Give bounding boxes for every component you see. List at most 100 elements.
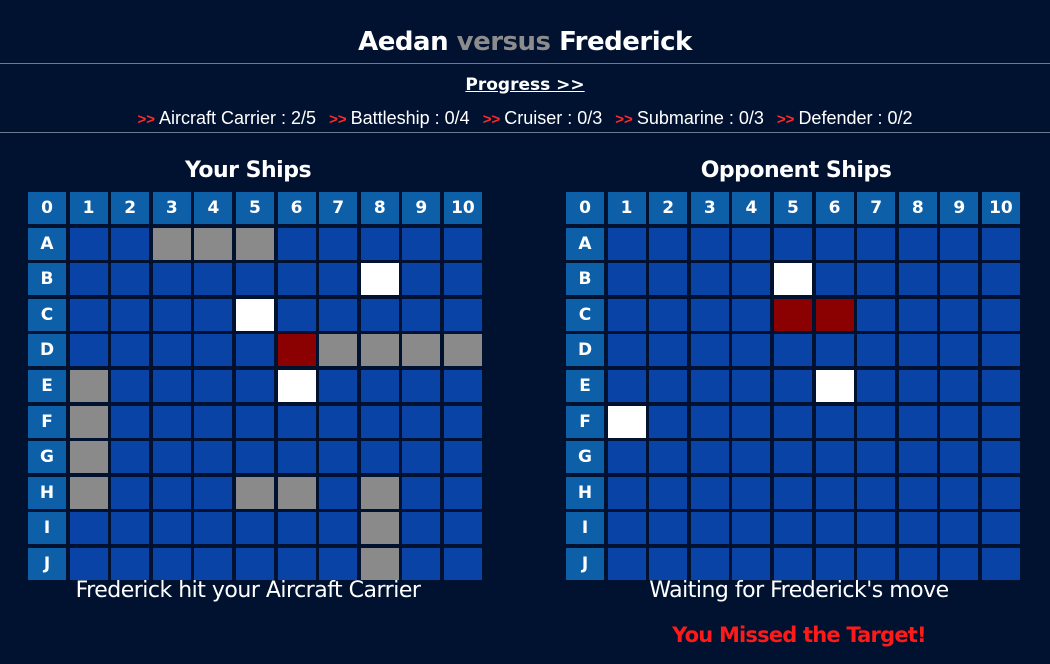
- opponent-grid-cell-e3-water[interactable]: [690, 369, 729, 402]
- opponent-grid-cell-b6-water[interactable]: [815, 263, 854, 296]
- opponent-grid-cell-j7-water[interactable]: [857, 547, 896, 580]
- opponent-grid-cell-b5-miss[interactable]: [773, 263, 812, 296]
- opponent-grid-cell-d2-water[interactable]: [649, 334, 688, 367]
- opponent-grid-cell-c5-hit[interactable]: [773, 298, 812, 331]
- opponent-grid-cell-i9-water[interactable]: [940, 512, 979, 545]
- opponent-grid-cell-j9-water[interactable]: [940, 547, 979, 580]
- opponent-grid-cell-a9-water[interactable]: [940, 227, 979, 260]
- opponent-grid-cell-a8-water[interactable]: [898, 227, 937, 260]
- opponent-grid-cell-j1-water[interactable]: [607, 547, 646, 580]
- opponent-grid-cell-h2-water[interactable]: [649, 476, 688, 509]
- opponent-grid-cell-c4-water[interactable]: [732, 298, 771, 331]
- opponent-grid-cell-g9-water[interactable]: [940, 441, 979, 474]
- opponent-grid-cell-f10-water[interactable]: [981, 405, 1020, 438]
- opponent-grid-cell-c9-water[interactable]: [940, 298, 979, 331]
- opponent-grid-cell-h4-water[interactable]: [732, 476, 771, 509]
- progress-link[interactable]: Progress >>: [465, 75, 585, 95]
- opponent-grid-cell-f2-water[interactable]: [649, 405, 688, 438]
- opponent-grid-cell-j3-water[interactable]: [690, 547, 729, 580]
- opponent-grid-cell-b3-water[interactable]: [690, 263, 729, 296]
- opponent-grid-cell-c3-water[interactable]: [690, 298, 729, 331]
- opponent-grid-cell-d9-water[interactable]: [940, 334, 979, 367]
- opponent-grid-cell-b1-water[interactable]: [607, 263, 646, 296]
- opponent-grid-cell-a6-water[interactable]: [815, 227, 854, 260]
- opponent-grid-cell-g7-water[interactable]: [857, 441, 896, 474]
- opponent-grid-cell-g3-water[interactable]: [690, 441, 729, 474]
- opponent-grid-cell-i8-water[interactable]: [898, 512, 937, 545]
- opponent-grid-cell-e9-water[interactable]: [940, 369, 979, 402]
- opponent-grid-cell-b9-water[interactable]: [940, 263, 979, 296]
- opponent-grid-cell-e8-water[interactable]: [898, 369, 937, 402]
- opponent-grid-cell-a4-water[interactable]: [732, 227, 771, 260]
- opponent-grid-cell-i3-water[interactable]: [690, 512, 729, 545]
- opponent-grid-cell-h9-water[interactable]: [940, 476, 979, 509]
- opponent-grid-cell-d10-water[interactable]: [981, 334, 1020, 367]
- opponent-grid-cell-i5-water[interactable]: [773, 512, 812, 545]
- opponent-grid-cell-f5-water[interactable]: [773, 405, 812, 438]
- opponent-grid-cell-c6-hit[interactable]: [815, 298, 854, 331]
- opponent-grid-cell-a1-water[interactable]: [607, 227, 646, 260]
- opponent-grid-cell-d6-water[interactable]: [815, 334, 854, 367]
- opponent-grid-cell-g2-water[interactable]: [649, 441, 688, 474]
- opponent-grid-cell-e1-water[interactable]: [607, 369, 646, 402]
- opponent-grid-cell-h7-water[interactable]: [857, 476, 896, 509]
- opponent-grid-cell-e7-water[interactable]: [857, 369, 896, 402]
- opponent-grid-cell-i6-water[interactable]: [815, 512, 854, 545]
- opponent-grid-cell-a7-water[interactable]: [857, 227, 896, 260]
- opponent-grid-cell-j2-water[interactable]: [649, 547, 688, 580]
- opponent-grid-cell-e4-water[interactable]: [732, 369, 771, 402]
- opponent-grid-cell-a10-water[interactable]: [981, 227, 1020, 260]
- opponent-grid-cell-e6-miss[interactable]: [815, 369, 854, 402]
- opponent-grid-cell-f6-water[interactable]: [815, 405, 854, 438]
- opponent-grid-cell-a5-water[interactable]: [773, 227, 812, 260]
- opponent-grid-cell-j6-water[interactable]: [815, 547, 854, 580]
- opponent-grid-cell-b8-water[interactable]: [898, 263, 937, 296]
- opponent-grid-cell-h8-water[interactable]: [898, 476, 937, 509]
- opponent-grid-cell-f1-miss[interactable]: [607, 405, 646, 438]
- opponent-grid-cell-h3-water[interactable]: [690, 476, 729, 509]
- opponent-grid-cell-e5-water[interactable]: [773, 369, 812, 402]
- opponent-grid-cell-i1-water[interactable]: [607, 512, 646, 545]
- opponent-grid-cell-j4-water[interactable]: [732, 547, 771, 580]
- opponent-grid-cell-g6-water[interactable]: [815, 441, 854, 474]
- opponent-grid-cell-b10-water[interactable]: [981, 263, 1020, 296]
- opponent-grid-cell-a2-water[interactable]: [649, 227, 688, 260]
- opponent-grid-cell-i10-water[interactable]: [981, 512, 1020, 545]
- opponent-grid-cell-f8-water[interactable]: [898, 405, 937, 438]
- opponent-grid-cell-g8-water[interactable]: [898, 441, 937, 474]
- opponent-grid-cell-e2-water[interactable]: [649, 369, 688, 402]
- opponent-grid-cell-b2-water[interactable]: [649, 263, 688, 296]
- opponent-grid-cell-d4-water[interactable]: [732, 334, 771, 367]
- opponent-grid-cell-d5-water[interactable]: [773, 334, 812, 367]
- opponent-grid-cell-i7-water[interactable]: [857, 512, 896, 545]
- opponent-grid-cell-h10-water[interactable]: [981, 476, 1020, 509]
- opponent-grid-cell-g1-water[interactable]: [607, 441, 646, 474]
- opponent-grid-cell-c2-water[interactable]: [649, 298, 688, 331]
- opponent-grid-cell-d3-water[interactable]: [690, 334, 729, 367]
- opponent-grid-cell-f4-water[interactable]: [732, 405, 771, 438]
- opponent-grid-cell-f7-water[interactable]: [857, 405, 896, 438]
- opponent-grid-cell-j10-water[interactable]: [981, 547, 1020, 580]
- opponent-grid-cell-f3-water[interactable]: [690, 405, 729, 438]
- opponent-grid-cell-g10-water[interactable]: [981, 441, 1020, 474]
- opponent-grid-cell-j5-water[interactable]: [773, 547, 812, 580]
- opponent-grid-cell-c7-water[interactable]: [857, 298, 896, 331]
- opponent-grid-cell-d1-water[interactable]: [607, 334, 646, 367]
- opponent-grid-cell-h1-water[interactable]: [607, 476, 646, 509]
- opponent-grid-cell-c8-water[interactable]: [898, 298, 937, 331]
- opponent-grid-cell-h5-water[interactable]: [773, 476, 812, 509]
- opponent-grid-cell-a3-water[interactable]: [690, 227, 729, 260]
- opponent-grid-cell-c10-water[interactable]: [981, 298, 1020, 331]
- opponent-grid-cell-i4-water[interactable]: [732, 512, 771, 545]
- opponent-grid-cell-f9-water[interactable]: [940, 405, 979, 438]
- opponent-grid-cell-g4-water[interactable]: [732, 441, 771, 474]
- opponent-grid-cell-b4-water[interactable]: [732, 263, 771, 296]
- opponent-grid-cell-b7-water[interactable]: [857, 263, 896, 296]
- opponent-grid-cell-d7-water[interactable]: [857, 334, 896, 367]
- opponent-grid-cell-d8-water[interactable]: [898, 334, 937, 367]
- opponent-grid-cell-c1-water[interactable]: [607, 298, 646, 331]
- opponent-grid-cell-g5-water[interactable]: [773, 441, 812, 474]
- opponent-grid-cell-h6-water[interactable]: [815, 476, 854, 509]
- opponent-grid-cell-j8-water[interactable]: [898, 547, 937, 580]
- opponent-grid-cell-e10-water[interactable]: [981, 369, 1020, 402]
